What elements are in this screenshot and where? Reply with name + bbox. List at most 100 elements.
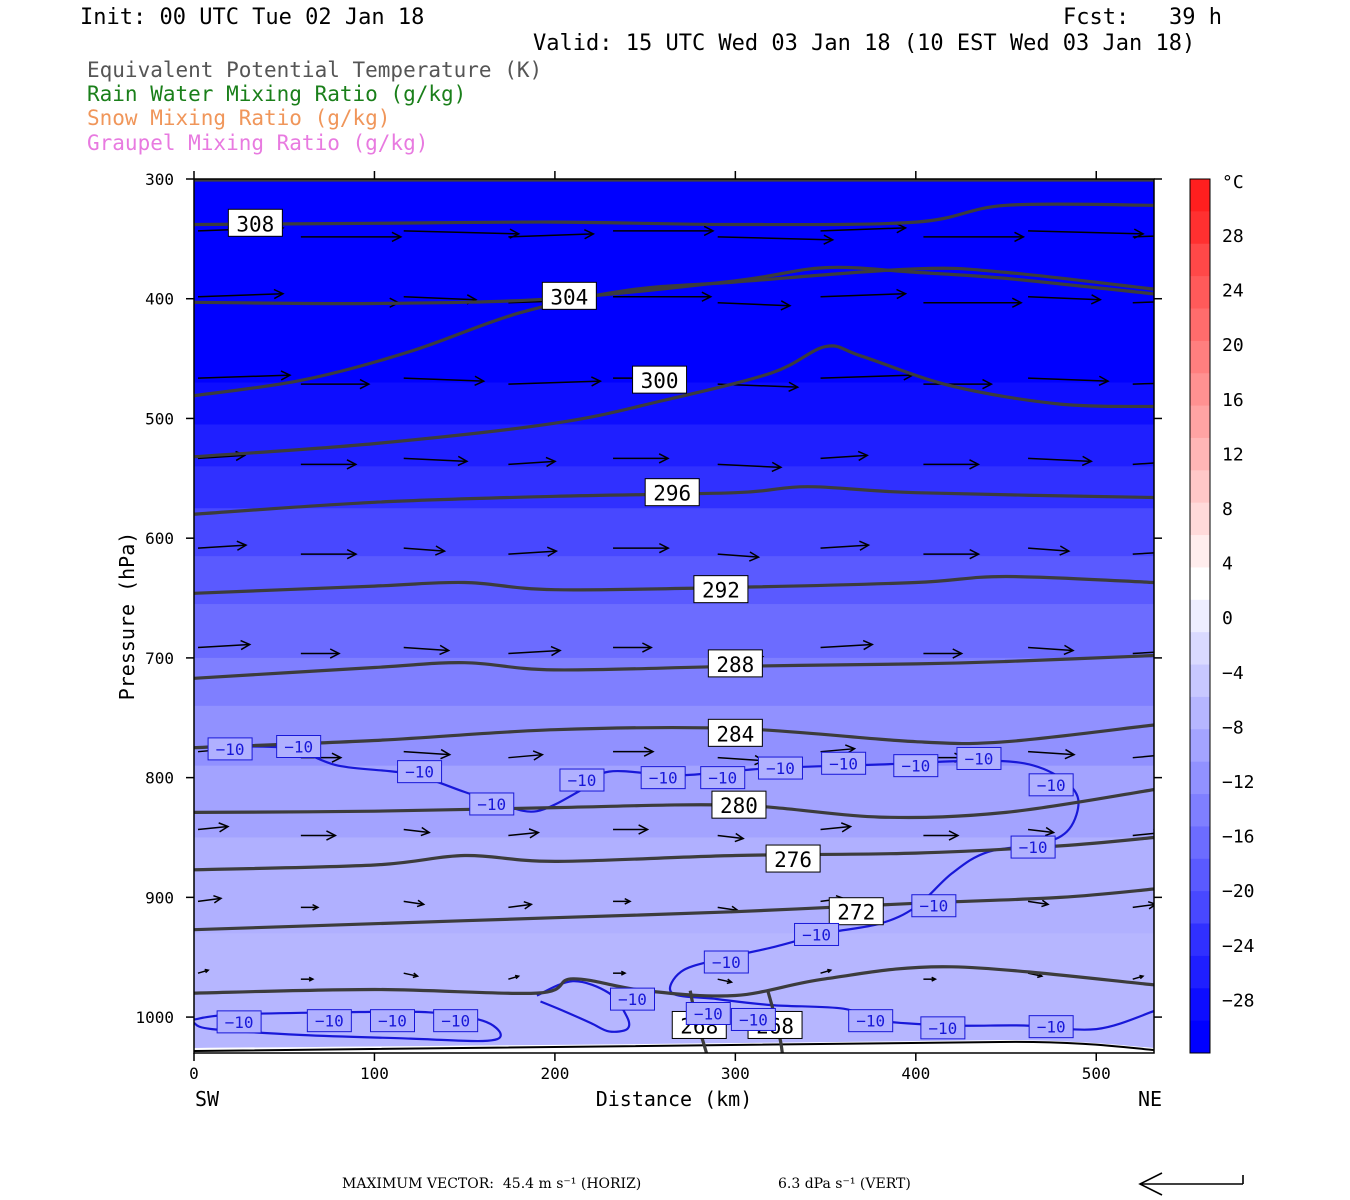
wind-vector (197, 822, 230, 833)
svg-text:−10: −10 (739, 1010, 768, 1029)
wind-vector (613, 453, 670, 464)
y-tick-label: 700 (145, 649, 174, 668)
svg-text:−10: −10 (802, 925, 831, 944)
isotherm-label: −10 (703, 950, 749, 974)
wind-vector (300, 976, 315, 982)
svg-text:−10: −10 (901, 757, 930, 776)
wind-vector (613, 970, 627, 976)
isotherm-label: −10 (207, 737, 253, 761)
colorbar-tick-label: 4 (1222, 554, 1233, 575)
legend-theta-e: Equivalent Potential Temperature (K) (87, 58, 543, 82)
isotherm-label: −10 (821, 751, 867, 775)
colorbar-swatch (1190, 599, 1210, 633)
wind-vector (717, 832, 745, 843)
y-tick-label: 400 (145, 290, 174, 309)
temperature-shading (194, 179, 1154, 1053)
svg-text:−10: −10 (694, 1004, 723, 1023)
svg-text:−10: −10 (225, 1013, 254, 1032)
theta-e-label: 304 (541, 281, 597, 310)
svg-text:288: 288 (716, 653, 754, 677)
wind-vector (820, 222, 908, 234)
wind-vector (923, 830, 960, 841)
isotherm-label: −10 (848, 1009, 894, 1033)
colorbar-swatch (1190, 1020, 1210, 1054)
isotherm-label: −10 (216, 1010, 262, 1034)
colorbar-swatch (1190, 340, 1210, 374)
y-tick-label: 300 (145, 170, 174, 189)
wind-vector (300, 459, 358, 470)
y-tick-label: 1000 (135, 1008, 174, 1027)
theta-e-label: 284 (707, 718, 763, 747)
colorbar-tick-label: −4 (1222, 663, 1244, 684)
wind-vector (820, 288, 908, 300)
wind-vector (820, 968, 833, 974)
wind-vector (508, 376, 603, 387)
wind-vector (1132, 755, 1154, 759)
wind-vector (717, 978, 734, 985)
svg-text:−10: −10 (216, 740, 245, 759)
colorbar-tick-label: 20 (1222, 335, 1244, 356)
svg-text:−10: −10 (829, 754, 858, 773)
wind-vector (1132, 828, 1154, 838)
wind-vector (1028, 455, 1093, 467)
wind-vector (403, 826, 431, 837)
wind-vector (923, 231, 1026, 243)
wind-vector (508, 974, 521, 980)
wind-vector (1028, 375, 1110, 387)
wind-vector (403, 644, 451, 656)
x-axis: 0 100 200 300 400 500 (189, 171, 1111, 1083)
theta-e-line (194, 344, 1154, 459)
svg-text:280: 280 (720, 794, 758, 818)
theta-e-line (194, 887, 1154, 932)
isotherm-label: −10 (397, 760, 443, 784)
svg-text:−10: −10 (568, 771, 597, 790)
svg-text:284: 284 (716, 722, 754, 746)
svg-text:−10: −10 (405, 763, 434, 782)
max-vector-label: MAXIMUM VECTOR: 45.4 m s⁻¹ (HORIZ) (342, 1176, 642, 1192)
wind-vector (508, 228, 596, 240)
isotherm-label: −10 (469, 792, 515, 816)
wind-vector (508, 900, 534, 910)
wind-vector (300, 830, 338, 841)
wind-vector (613, 897, 632, 905)
svg-text:−10: −10 (618, 990, 647, 1009)
theta-e-label: 308 (227, 208, 283, 237)
colorbar-tick-label: 0 (1222, 608, 1233, 629)
colorbar-swatch (1190, 567, 1210, 601)
svg-text:272: 272 (837, 901, 875, 925)
colorbar-swatch (1190, 696, 1210, 730)
temperature-band (194, 657, 1154, 707)
plot-frame (193, 178, 1155, 1054)
svg-text:−10: −10 (965, 749, 994, 768)
x-tick-label: 500 (1082, 1064, 1111, 1083)
wind-vector (1132, 900, 1154, 910)
colorbar-tick-label: −24 (1222, 936, 1255, 957)
wind-vector (820, 639, 874, 651)
svg-text:276: 276 (774, 848, 812, 872)
y-tick-label: 800 (145, 769, 174, 788)
isotherm-label: −10 (1028, 773, 1074, 797)
wind-vector (403, 375, 486, 387)
colorbar-tick-label: 12 (1222, 444, 1244, 465)
wind-vector (923, 297, 1023, 308)
x-tick-label: 100 (360, 1064, 389, 1083)
wind-vectors (197, 222, 1154, 985)
wind-vector (923, 378, 994, 390)
temperature-band (194, 556, 1154, 606)
isotherm-label: −10 (433, 1009, 479, 1033)
wind-vector (403, 972, 420, 979)
wind-vector (1132, 462, 1154, 466)
y-axis-title: Pressure (hPa) (115, 532, 139, 701)
legend-graupel: Graupel Mixing Ratio (g/kg) (87, 131, 429, 155)
colorbar-tick-label: −8 (1222, 717, 1244, 738)
y-tick-label: 600 (145, 529, 174, 548)
svg-text:−10: −10 (1037, 776, 1066, 795)
colorbar-swatch (1190, 923, 1210, 957)
wind-vector (613, 824, 650, 835)
wind-vector (820, 822, 853, 833)
theta-e-label: 296 (644, 478, 700, 507)
theta-e-label: 300 (632, 365, 688, 394)
svg-text:−10: −10 (712, 953, 741, 972)
isotherm-label: −10 (276, 735, 322, 759)
wind-vector (1027, 826, 1056, 837)
